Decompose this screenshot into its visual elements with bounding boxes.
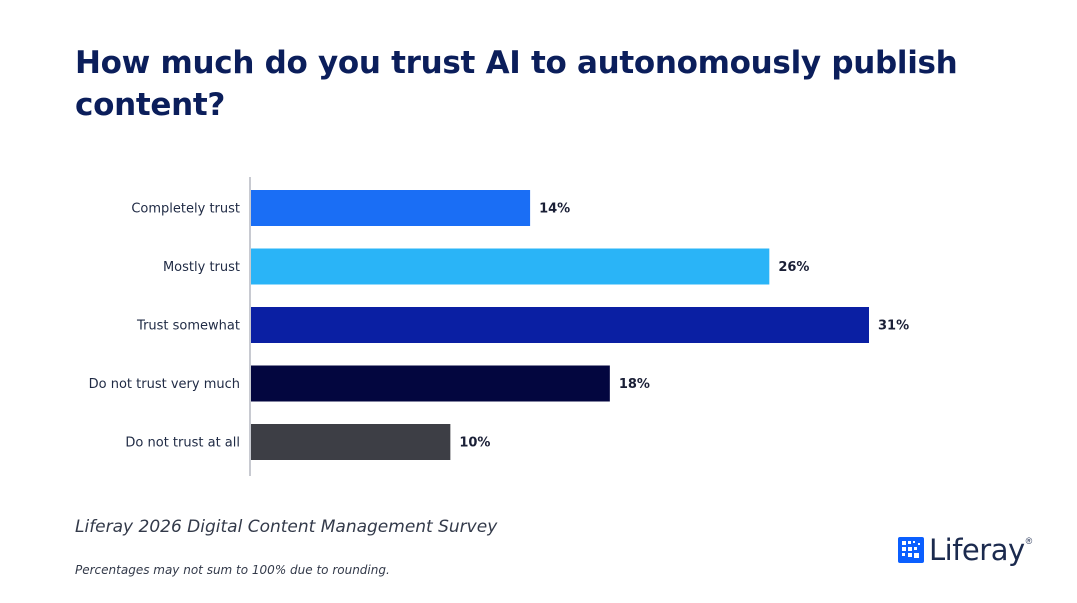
category-label: Do not trust at all — [125, 436, 240, 451]
chart-title: How much do you trust AI to autonomously… — [75, 45, 958, 123]
rounding-note: Percentages may not sum to 100% due to r… — [75, 563, 390, 577]
category-label: Mostly trust — [163, 260, 240, 275]
bar — [251, 307, 869, 343]
value-label: 14% — [539, 202, 570, 217]
survey-source: Liferay 2026 Digital Content Management … — [75, 517, 498, 537]
category-label: Completely trust — [131, 202, 240, 217]
bar — [251, 248, 770, 285]
registered-mark: ® — [1025, 536, 1033, 546]
liferay-logo: Liferay ® — [898, 530, 1032, 570]
category-label: Trust somewhat — [136, 319, 240, 334]
bar — [251, 424, 451, 460]
liferay-grid-icon — [898, 537, 924, 563]
logo-wordmark: Liferay — [929, 533, 1025, 567]
bar — [251, 365, 610, 402]
value-label: 10% — [459, 436, 490, 451]
value-label: 26% — [778, 260, 809, 275]
value-label: 31% — [878, 319, 909, 334]
value-label: 18% — [619, 377, 650, 392]
bar-chart: Completely trust 14% Mostly trust 26% Trust … — [89, 177, 909, 476]
category-label: Do not trust very much — [89, 377, 240, 392]
bar — [251, 190, 531, 226]
